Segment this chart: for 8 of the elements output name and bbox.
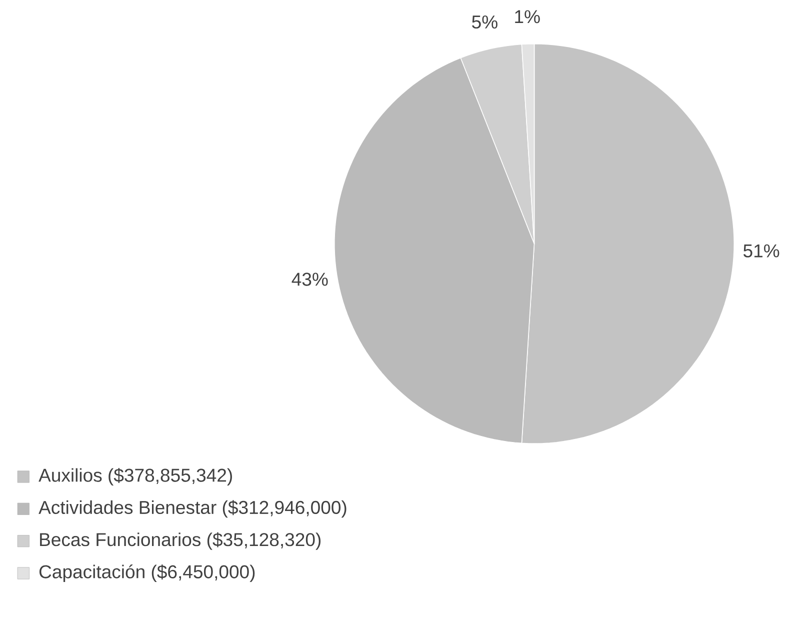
legend-label: Becas Funcionarios ($35,128,320): [40, 532, 320, 550]
data-label: 5%: [472, 16, 498, 29]
legend-label: Auxilios ($378,855,342): [38, 468, 232, 486]
data-label: 43%: [292, 272, 328, 286]
legend-label: Capacitación ($6,450,000): [39, 564, 255, 582]
data-label: 51%: [743, 244, 780, 258]
legend-label: Actividades Bienestar ($312,946,000): [38, 500, 346, 518]
data-label: 1%: [515, 10, 540, 24]
